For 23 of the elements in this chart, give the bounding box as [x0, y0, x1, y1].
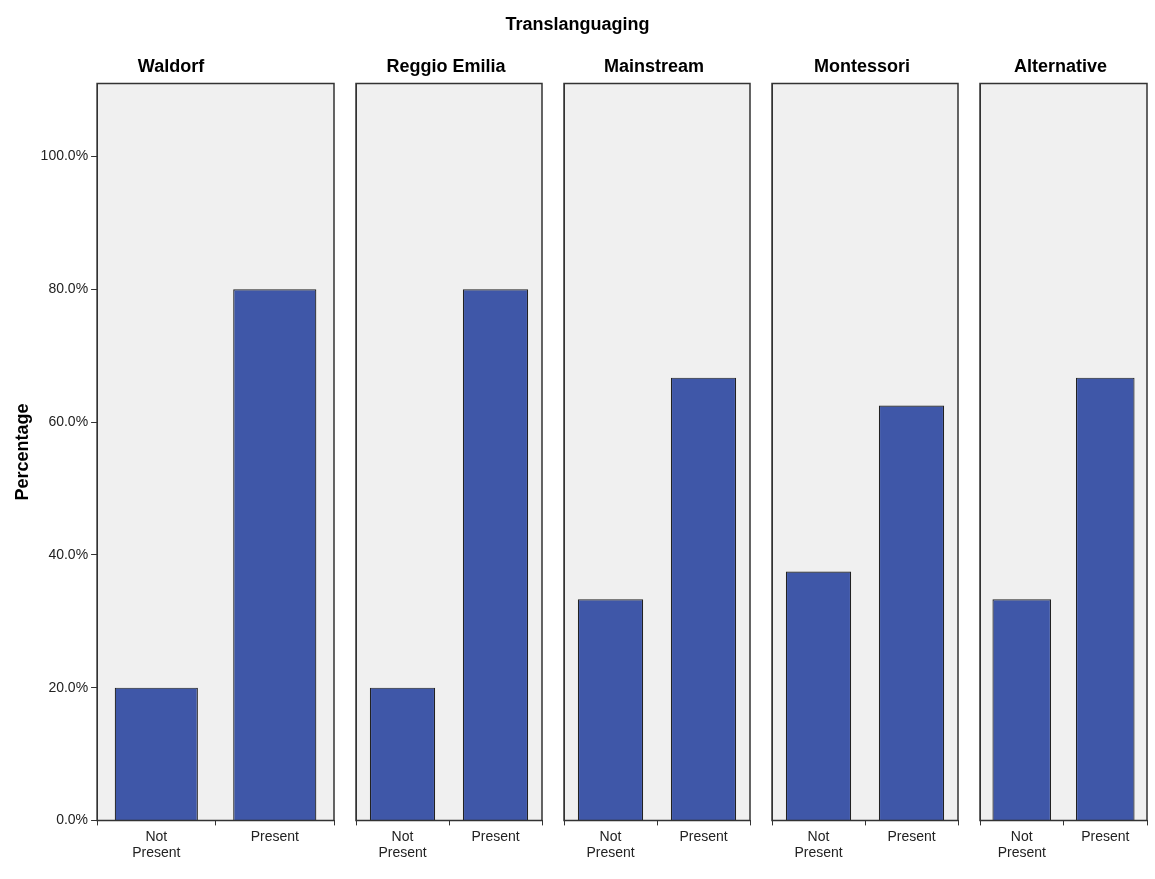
y-axis-title: Percentage: [11, 403, 32, 501]
y-tick-label: 0.0%: [56, 811, 89, 828]
chart-title: Mainstream: [603, 55, 705, 76]
y-tick-label: 60.0%: [48, 412, 89, 429]
x-tick-label: Present: [679, 827, 728, 844]
chart-title: Reggio Emilia: [386, 55, 507, 76]
chart-title: Alternative: [1013, 55, 1108, 76]
y-tick-label: 100.0%: [40, 147, 89, 164]
x-tick-label: Not Present: [586, 827, 635, 861]
x-tick-label: Present: [471, 827, 520, 844]
x-tick-label: Present: [1081, 827, 1130, 844]
x-tick-label: Present: [250, 827, 299, 844]
y-tick-label: 40.0%: [48, 545, 89, 562]
x-tick-label: Not Present: [378, 827, 427, 861]
y-tick-label: 20.0%: [48, 678, 89, 695]
y-tick-label: 80.0%: [48, 280, 89, 297]
text: Translanguaging: [504, 14, 651, 35]
x-tick-label: Present: [887, 827, 936, 844]
x-tick-label: Not Present: [794, 827, 843, 861]
chart-title: Waldorf: [137, 55, 206, 76]
x-tick-label: Not Present: [997, 827, 1046, 861]
x-tick-label: Not Present: [132, 827, 181, 861]
chart-title: Montessori: [813, 55, 911, 76]
